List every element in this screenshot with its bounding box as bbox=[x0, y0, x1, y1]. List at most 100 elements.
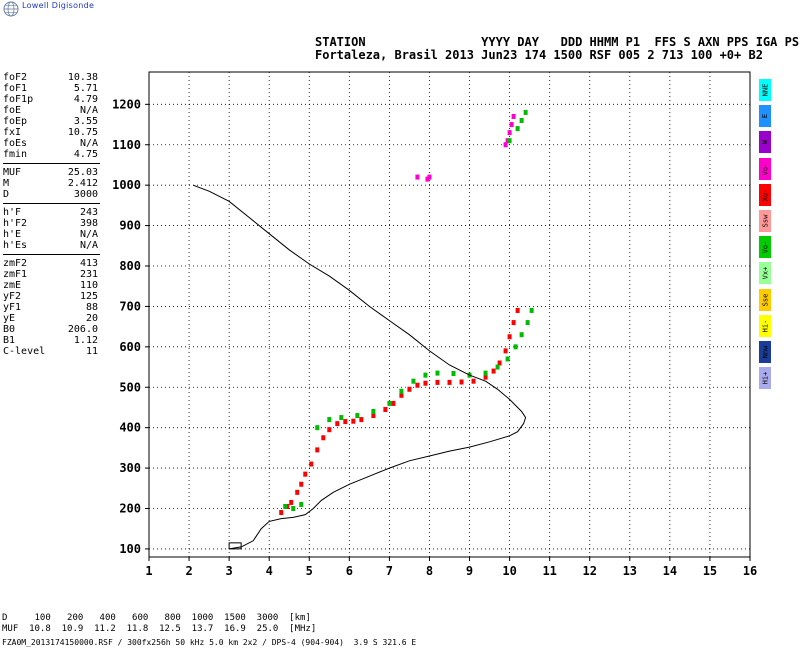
echo-point bbox=[507, 138, 512, 144]
echo-point bbox=[299, 501, 304, 507]
y-tick-label: 600 bbox=[119, 340, 141, 354]
parameter-value: 3.55 bbox=[73, 116, 98, 127]
parameter-name: C-level bbox=[3, 346, 46, 357]
parameter-name: B0 bbox=[3, 324, 16, 335]
parameter-row: foEp 3.55 bbox=[3, 116, 98, 127]
echo-point bbox=[327, 427, 332, 433]
parameter-name: foEs bbox=[3, 138, 28, 149]
echo-point bbox=[355, 413, 360, 419]
echo-point bbox=[519, 118, 524, 123]
profile-start-marker bbox=[228, 542, 242, 550]
echo-point bbox=[399, 392, 404, 398]
parameter-row: fxI 10.75 bbox=[3, 127, 98, 138]
legend-label: Hi- bbox=[761, 319, 769, 333]
x-tick-label: 14 bbox=[663, 564, 677, 578]
parameter-row: MUF 25.03 bbox=[3, 167, 98, 178]
plot-frame bbox=[148, 71, 751, 558]
echo-point bbox=[447, 379, 452, 385]
x-tick-label: 15 bbox=[703, 564, 717, 578]
echo-point bbox=[343, 419, 348, 425]
echo-point bbox=[359, 417, 364, 423]
x-tick-label: 1 bbox=[145, 564, 152, 578]
footer-distance-row: D 100 200 400 600 800 1000 1500 3000 [km… bbox=[2, 613, 311, 623]
echo-point bbox=[423, 380, 428, 386]
parameter-row: C-level 11 bbox=[3, 346, 98, 357]
echo-point bbox=[511, 113, 516, 119]
parameter-name: h'Es bbox=[3, 240, 28, 251]
echo-point bbox=[523, 109, 528, 115]
parameter-value: 110 bbox=[79, 280, 98, 291]
parameter-value: 20 bbox=[85, 313, 98, 324]
y-tick-label: 500 bbox=[119, 380, 141, 394]
parameter-name: foE bbox=[3, 105, 22, 116]
echo-point bbox=[371, 409, 376, 414]
echo-point bbox=[283, 503, 288, 509]
x-tick-label: 4 bbox=[266, 564, 273, 578]
echo-point bbox=[503, 348, 508, 354]
parameter-row: zmF2 413 bbox=[3, 258, 98, 269]
parameter-value: 1.12 bbox=[73, 335, 98, 346]
legend-label: E bbox=[761, 114, 769, 119]
echo-point bbox=[411, 378, 416, 384]
parameter-name: h'E bbox=[3, 229, 22, 240]
echo-point bbox=[303, 471, 308, 477]
parameter-name: zmF1 bbox=[3, 269, 28, 280]
echo-point bbox=[279, 510, 284, 516]
x-tick-label: 9 bbox=[466, 564, 473, 578]
x-tick-label: 5 bbox=[306, 564, 313, 578]
x-tick-label: 11 bbox=[542, 564, 556, 578]
echo-point bbox=[483, 370, 488, 376]
legend-swatch: Nnw bbox=[759, 341, 771, 363]
parameter-value: 4.75 bbox=[73, 149, 98, 160]
parameter-separator bbox=[3, 203, 100, 204]
x-tick-label: 16 bbox=[743, 564, 757, 578]
parameter-row: yF1 88 bbox=[3, 302, 98, 313]
y-tick-label: 1200 bbox=[112, 97, 141, 111]
parameter-name: yE bbox=[3, 313, 16, 324]
parameter-value: 243 bbox=[79, 207, 98, 218]
y-tick-label: 1000 bbox=[112, 178, 141, 192]
parameter-value: 3000 bbox=[73, 189, 98, 200]
parameter-name: D bbox=[3, 189, 10, 200]
parameter-value: 10.38 bbox=[67, 72, 98, 83]
legend-swatch: Xo- bbox=[759, 183, 771, 206]
echo-point bbox=[507, 334, 512, 340]
parameter-value: 231 bbox=[79, 269, 98, 280]
parameter-row: foE N/A bbox=[3, 105, 98, 116]
echo-point bbox=[327, 417, 332, 423]
parameter-name: MUF bbox=[3, 167, 22, 178]
echo-point bbox=[295, 489, 300, 495]
parameter-value: N/A bbox=[79, 138, 98, 149]
y-tick-label: 300 bbox=[119, 461, 141, 475]
legend-swatch: Ssw bbox=[759, 210, 771, 232]
parameter-value: 2.412 bbox=[67, 178, 98, 189]
parameter-separator bbox=[3, 254, 100, 255]
x-tick-label: 2 bbox=[185, 564, 192, 578]
parameter-name: yF2 bbox=[3, 291, 22, 302]
echo-point bbox=[507, 130, 512, 136]
parameter-name: foF1p bbox=[3, 94, 34, 105]
legend-swatch: Hi- bbox=[759, 314, 771, 337]
echo-point bbox=[491, 368, 496, 374]
parameter-row: yF2 125 bbox=[3, 291, 98, 302]
echo-point bbox=[509, 122, 514, 128]
x-tick-label: 8 bbox=[426, 564, 433, 578]
header-line-2: Fortaleza, Brasil 2013 Jun23 174 1500 RS… bbox=[315, 48, 763, 62]
legend-label: Hi+ bbox=[761, 371, 769, 385]
y-tick-label: 200 bbox=[119, 502, 141, 516]
legend-label: NNE bbox=[761, 83, 769, 97]
echo-point bbox=[515, 126, 520, 132]
footer-muf-row: MUF 10.8 10.9 11.2 11.8 12.5 13.7 16.9 2… bbox=[2, 624, 317, 634]
parameter-name: zmF2 bbox=[3, 258, 28, 269]
echo-point bbox=[451, 371, 456, 377]
parameter-row: h'F 243 bbox=[3, 207, 98, 218]
legend-label: Vo- bbox=[761, 162, 769, 175]
x-tick-label: 3 bbox=[226, 564, 233, 578]
parameter-value: 206.0 bbox=[67, 324, 98, 335]
footer-file-info: FZA0M_2013174150000.RSF / 300fx256h 50 k… bbox=[2, 638, 417, 647]
parameter-value: 398 bbox=[79, 218, 98, 229]
echo-point bbox=[495, 364, 500, 370]
parameter-name: yF1 bbox=[3, 302, 22, 313]
echo-point bbox=[425, 176, 430, 182]
echo-point bbox=[309, 461, 314, 467]
